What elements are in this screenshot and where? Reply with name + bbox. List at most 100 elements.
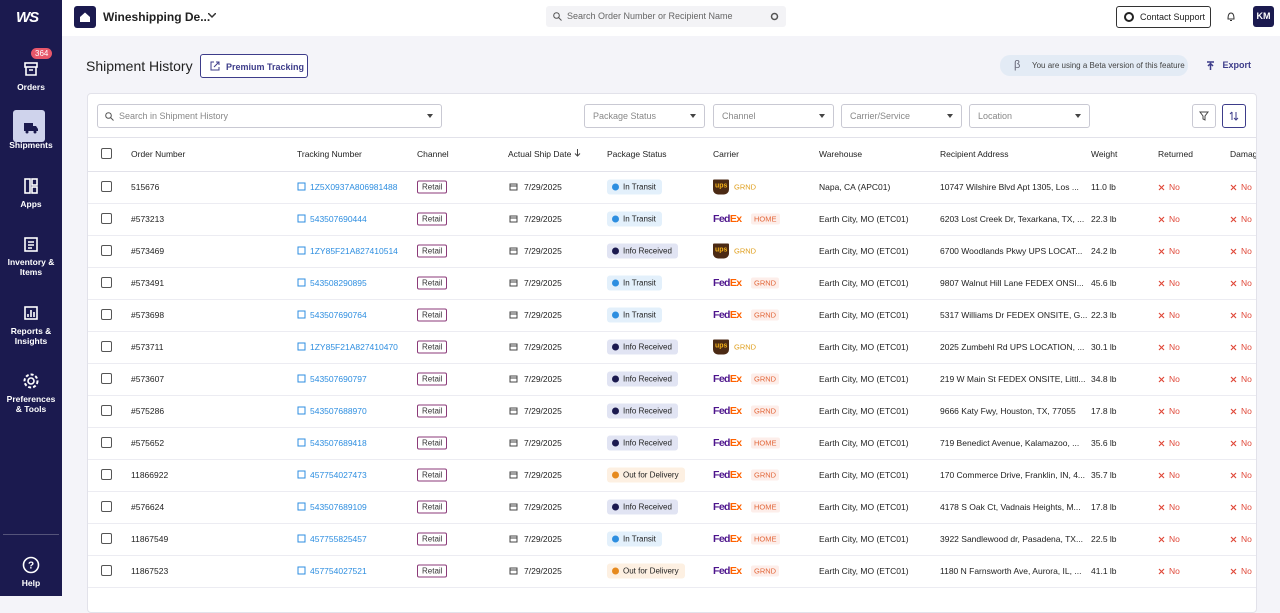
help-label: Help: [21, 578, 41, 588]
package-status: Out for Delivery: [607, 467, 685, 483]
tracking-number[interactable]: 543507688970: [310, 406, 367, 416]
filter-dropdown[interactable]: Carrier/Service: [841, 104, 962, 128]
ship-date: 7/29/2025: [524, 406, 562, 416]
carrier-part: Ex: [729, 533, 742, 545]
order-number: #575652: [131, 438, 165, 448]
global-search[interactable]: Search Order Number or Recipient Name: [546, 6, 786, 27]
x-icon: [1230, 504, 1237, 511]
nav-item[interactable]: Shipments: [0, 110, 62, 150]
tracking-number[interactable]: 543508290895: [310, 278, 367, 288]
checkbox[interactable]: [101, 373, 112, 384]
x-icon: [1230, 440, 1237, 447]
returned: No: [1169, 374, 1180, 384]
carrier-logo: FedEx: [713, 277, 742, 289]
nav-label: Inventory & Items: [7, 257, 55, 277]
nav-item[interactable]: Apps: [0, 177, 62, 209]
premium-tracking[interactable]: Premium Tracking: [200, 54, 308, 78]
checkbox[interactable]: [101, 181, 112, 192]
divider: [88, 523, 1256, 524]
service: GRND: [734, 246, 757, 256]
tracking-number[interactable]: 1ZY85F21A827410514: [310, 246, 398, 256]
nav-item[interactable]: Inventory & Items: [0, 235, 62, 277]
column-header: Package Status: [607, 149, 667, 159]
status-dot: [612, 215, 619, 223]
checkbox[interactable]: [101, 309, 112, 320]
package-status: Info Received: [607, 435, 678, 451]
export[interactable]: Export: [1206, 60, 1251, 71]
carrier-part: Ex: [729, 277, 742, 289]
channel: Retail: [417, 500, 448, 514]
carrier-part: Fed: [713, 501, 730, 513]
status-dot: [612, 247, 619, 255]
tracking-number[interactable]: 457754027521: [310, 566, 367, 576]
damaged: No: [1241, 278, 1252, 288]
checkbox[interactable]: [101, 469, 112, 480]
carrier-logo: FedEx: [713, 533, 742, 545]
avatar[interactable]: KM: [1253, 6, 1274, 27]
carrier-part: Ex: [729, 437, 742, 449]
tracking-number[interactable]: 457754027473: [310, 470, 367, 480]
nav-item[interactable]: Orders: [0, 60, 62, 92]
status-dot: [612, 567, 619, 575]
tracking-number[interactable]: 543507690444: [310, 214, 367, 224]
nav-item[interactable]: Preferences & Tools: [0, 372, 62, 414]
tracking-number[interactable]: 543507689109: [310, 502, 367, 512]
contact-support[interactable]: Contact Support: [1116, 6, 1211, 28]
tracking-number[interactable]: 1ZY85F21A827410470: [310, 342, 398, 352]
checkbox[interactable]: [101, 245, 112, 256]
checkbox[interactable]: [101, 148, 112, 159]
table-search[interactable]: Search in Shipment History: [97, 104, 442, 128]
warehouse: Earth City, MO (ETC01): [819, 470, 909, 480]
tracking-number[interactable]: 457755825457: [310, 534, 367, 544]
filter-dropdown[interactable]: Channel: [713, 104, 834, 128]
carrier-part: Fed: [713, 565, 730, 577]
divider: [88, 491, 1256, 492]
tracking-number[interactable]: 1Z5X0937A806981488: [310, 182, 398, 192]
damaged: No: [1241, 214, 1252, 224]
checkbox[interactable]: [101, 277, 112, 288]
x-icon: [1158, 472, 1165, 479]
tracking-number[interactable]: 543507690797: [310, 374, 367, 384]
carrier-logo: FedEx: [713, 309, 742, 321]
carrier-part: Ex: [729, 565, 742, 577]
checkbox[interactable]: [101, 501, 112, 512]
carrier-part: Fed: [713, 373, 730, 385]
beta-text: You are using a Beta version of this fea…: [1032, 61, 1185, 70]
bell[interactable]: [1227, 12, 1235, 22]
x-icon: [1158, 248, 1165, 255]
ship-date: 7/29/2025: [524, 438, 562, 448]
checkbox[interactable]: [101, 405, 112, 416]
package-status: Info Received: [607, 371, 678, 387]
checkbox[interactable]: [101, 533, 112, 544]
checkbox[interactable]: [101, 213, 112, 224]
date-icon: [509, 471, 518, 479]
filter-button[interactable]: [1192, 104, 1216, 128]
carrier-part: Fed: [713, 405, 730, 417]
column-header: Weight: [1091, 149, 1118, 159]
ship-date: 7/29/2025: [524, 566, 562, 576]
tracking-number[interactable]: 543507690764: [310, 310, 367, 320]
weight: 11.0 lb: [1091, 182, 1116, 192]
sort-button[interactable]: [1222, 104, 1246, 128]
nav-item[interactable]: Reports & Insights: [0, 304, 62, 346]
ship-date: 7/29/2025: [524, 278, 562, 288]
package-status: Info Received: [607, 499, 678, 515]
checkbox[interactable]: [101, 341, 112, 352]
recipient-address: 3922 Sandlewood dr, Pasadena, TX...: [940, 534, 1084, 544]
home-icon[interactable]: [74, 6, 96, 28]
carrier-part: Fed: [713, 277, 730, 289]
package-status: Info Received: [607, 243, 678, 259]
checkbox[interactable]: [101, 437, 112, 448]
column-header: Warehouse: [819, 149, 863, 159]
help-nav[interactable]: ? Help: [0, 556, 62, 588]
x-icon: [1158, 184, 1165, 191]
account-name[interactable]: Wineshipping De...: [103, 10, 211, 24]
tracking-number[interactable]: 543507689418: [310, 438, 367, 448]
checkbox[interactable]: [101, 565, 112, 576]
filter-dropdown[interactable]: Location: [969, 104, 1090, 128]
x-icon: [1158, 440, 1165, 447]
filter-dropdown[interactable]: Package Status: [584, 104, 705, 128]
date-icon: [509, 183, 518, 191]
date-icon: [509, 375, 518, 383]
order-number: 11867523: [131, 566, 169, 576]
